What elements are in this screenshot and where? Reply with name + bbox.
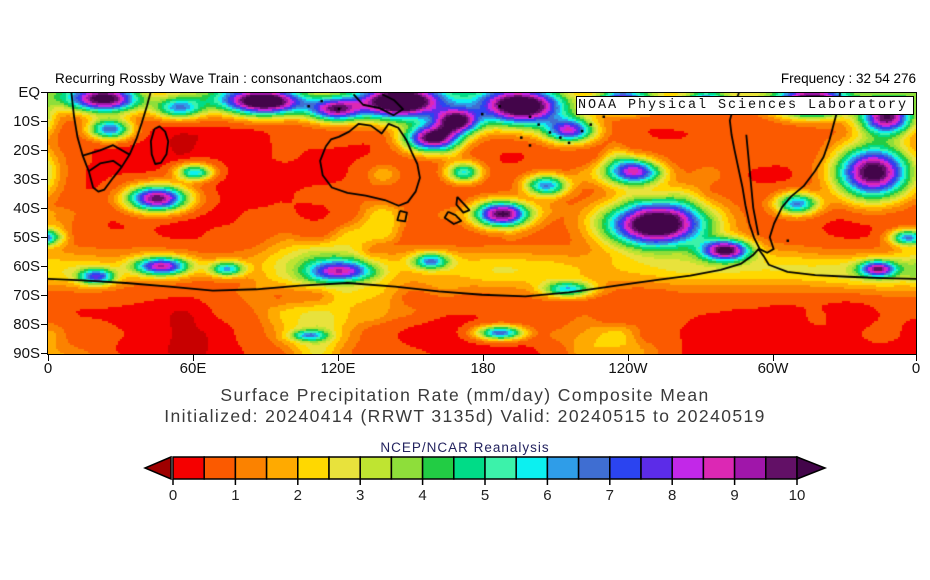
plot-header-title: Recurring Rossby Wave Train : consonantc… [55, 71, 383, 86]
lat-tick [41, 237, 47, 238]
colorbar-label-1: 1 [231, 487, 239, 504]
colorbar-cell-1 [203, 456, 237, 480]
lat-tick [41, 121, 47, 122]
lat-label-90S: 90S [13, 345, 40, 362]
colorbar-cell-7 [390, 456, 424, 480]
colorbar-cell-16 [671, 456, 705, 480]
lat-tick [41, 324, 47, 325]
colorbar-over-arrow [796, 455, 828, 481]
lon-tick [48, 354, 49, 361]
lat-label-50S: 50S [13, 229, 40, 246]
colorbar-label-6: 6 [543, 487, 551, 504]
lon-label-120E-2: 120E [320, 360, 356, 377]
colorbar-cell-5 [328, 456, 361, 480]
colorbar-cell-0 [172, 456, 205, 480]
chart-subtitle: Initialized: 20240414 (RRWT 3135d) Valid… [164, 406, 766, 426]
lat-label-20S: 20S [13, 142, 40, 159]
colorbar-label-10: 10 [789, 487, 806, 504]
colorbar-cell-17 [702, 456, 736, 480]
lat-tick [41, 266, 47, 267]
lat-label-30S: 30S [13, 171, 40, 188]
lon-label-0-0: 0 [43, 360, 53, 377]
colorbar-label-0: 0 [169, 487, 177, 504]
colorbar-cell-6 [359, 456, 393, 480]
colorbar-label-4: 4 [418, 487, 426, 504]
noaa-psl-label: NOAA Physical Sciences Laboratory [577, 98, 908, 113]
lat-label-40S: 40S [13, 200, 40, 217]
lon-tick [916, 354, 917, 361]
colorbar-label-5: 5 [481, 487, 489, 504]
lat-label-10S: 10S [13, 113, 40, 130]
colorbar-cell-10 [484, 456, 517, 480]
lon-tick [338, 354, 339, 361]
lon-tick [483, 354, 484, 361]
colorbar: 0 1 2 3 4 5 6 7 8 9 10 [143, 455, 828, 504]
lat-label-80S: 80S [13, 316, 40, 333]
lat-label-EQ: EQ [18, 84, 40, 101]
colorbar-cell-4 [297, 456, 330, 480]
colorbar-cell-15 [640, 456, 673, 480]
lat-tick [41, 295, 47, 296]
lat-label-70S: 70S [13, 287, 40, 304]
frequency-label: Frequency : 32 54 276 [780, 71, 916, 86]
lat-tick [41, 179, 47, 180]
colorbar-label-7: 7 [606, 487, 614, 504]
colorbar-label-8: 8 [668, 487, 676, 504]
colorbar-cell-18 [733, 456, 767, 480]
lon-tick [193, 354, 194, 361]
lon-label-0-6: 0 [911, 360, 921, 377]
lon-label-60W-5: 60W [757, 360, 789, 377]
colorbar-cell-3 [265, 456, 299, 480]
lon-tick [628, 354, 629, 361]
precip-map-canvas [48, 93, 916, 354]
colorbar-cell-9 [453, 456, 486, 480]
chart-title: Surface Precipitation Rate (mm/day) Comp… [220, 385, 710, 405]
noaa-psl-overlay: NOAA Physical Sciences Laboratory [576, 96, 914, 115]
lat-tick [41, 208, 47, 209]
lat-tick [41, 92, 47, 93]
colorbar-cell-8 [421, 456, 455, 480]
colorbar-label-2: 2 [294, 487, 302, 504]
precip-map-area [48, 93, 916, 354]
lat-tick [41, 353, 47, 354]
lon-tick [773, 354, 774, 361]
colorbar-cell-2 [234, 456, 268, 480]
colorbar-cell-13 [577, 456, 611, 480]
colorbar-cell-12 [546, 456, 580, 480]
colorbar-label-9: 9 [730, 487, 738, 504]
lat-label-60S: 60S [13, 258, 40, 275]
lon-label-180-3: 180 [470, 360, 496, 377]
colorbar-cell-11 [515, 456, 549, 480]
data-source-label: NCEP/NCAR Reanalysis [380, 440, 550, 455]
colorbar-cell-14 [609, 456, 642, 480]
colorbar-under-arrow [143, 455, 172, 481]
lon-label-60E-1: 60E [179, 360, 207, 377]
lon-label-120W-4: 120W [608, 360, 648, 377]
colorbar-cell-19 [765, 456, 798, 480]
lat-tick [41, 150, 47, 151]
colorbar-label-3: 3 [356, 487, 364, 504]
